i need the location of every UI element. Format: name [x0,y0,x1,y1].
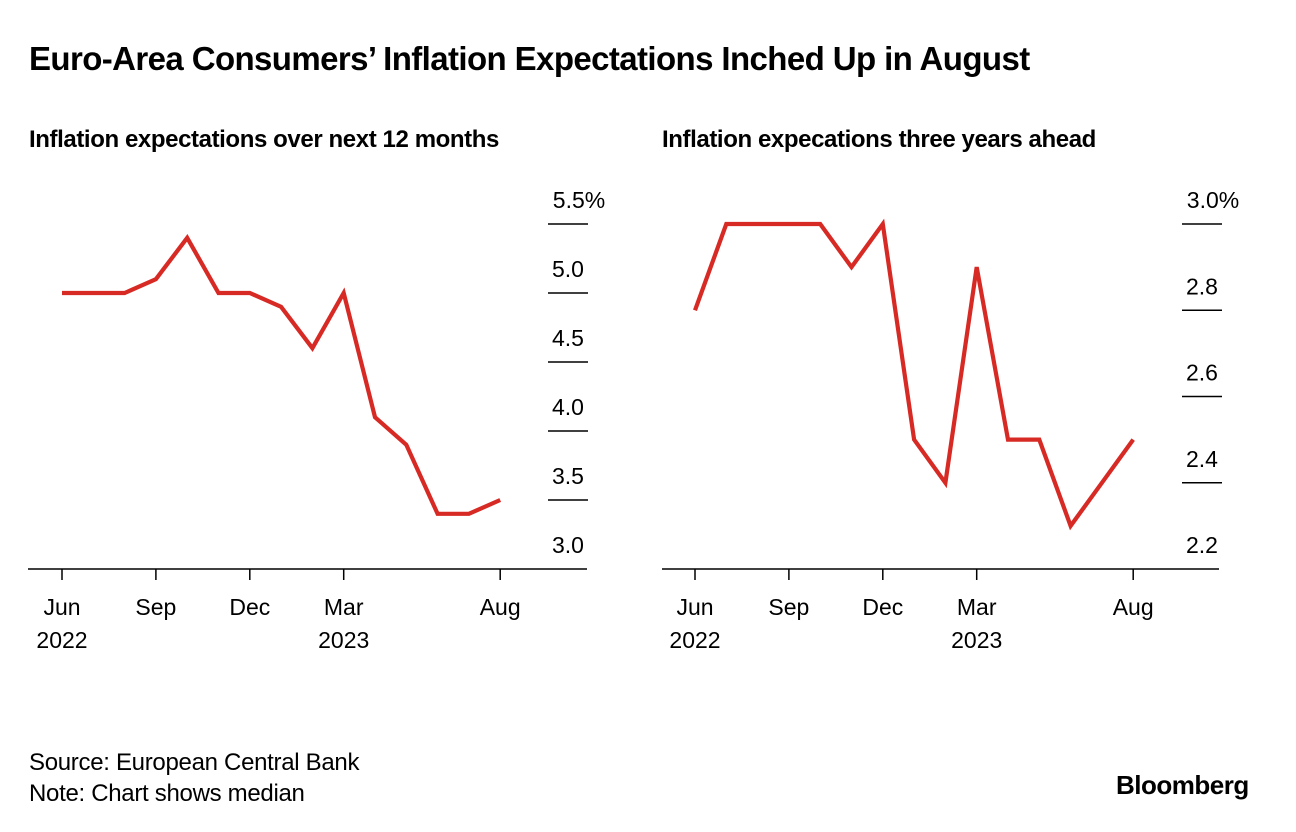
data-point [850,265,854,269]
bloomberg-logo: Bloomberg [1116,770,1249,800]
x-tick-year-label: 2022 [669,627,720,653]
x-tick-label: Aug [1113,594,1154,620]
y-tick-label: 3.0% [1187,187,1239,213]
footer-notes: Source: European Central Bank Note: Char… [29,747,359,809]
x-tick-label: Aug [480,594,521,620]
data-point [1037,438,1041,442]
data-point [912,438,916,442]
y-tick-label: 5.5% [553,187,605,213]
data-point [1069,524,1073,528]
data-point [881,222,885,226]
x-tick-label: Dec [229,594,270,620]
data-point [724,222,728,226]
source-text: Source: European Central Bank [29,749,360,776]
x-tick-label: Sep [768,594,809,620]
y-tick-label: 2.6 [1186,360,1218,386]
y-tick-label: 2.2 [1186,532,1218,558]
y-tick-label: 3.5 [552,463,584,489]
x-tick-year-label: 2023 [951,627,1002,653]
data-point [787,222,791,226]
y-tick-label: 2.4 [1186,446,1218,472]
note-text: Note: Chart shows median [29,780,305,807]
x-tick-label: Mar [957,594,997,620]
data-point [1006,438,1010,442]
chart-title: Euro-Area Consumers’ Inflation Expectati… [29,40,1030,77]
data-point [975,265,979,269]
data-point [1100,481,1104,485]
x-tick-year-label: 2022 [36,627,87,653]
series-line [693,218,1135,531]
x-tick-label: Mar [324,594,364,620]
x-tick-label: Jun [43,594,80,620]
x-tick-label: Jun [676,594,713,620]
y-tick-label: 2.8 [1186,273,1218,299]
left-line-chart: 5.5% 5.0 4.5 4.0 3.5 3.0 Jun 2022 Sep Dec Mar 2023 A… [28,187,605,653]
y-tick-label: 3.0 [552,532,584,558]
right-chart-subtitle: Inflation expecations three years ahead [662,126,1096,153]
x-tick-label: Dec [862,594,903,620]
left-chart-subtitle: Inflation expectations over next 12 mont… [29,126,499,153]
y-tick-label: 5.0 [552,256,584,282]
y-tick-label: 4.0 [552,394,584,420]
data-point [943,481,947,485]
data-point [1131,438,1135,442]
y-tick-label: 4.5 [552,325,584,351]
series-line [62,233,502,516]
x-tick-label: Sep [135,594,176,620]
data-point [693,308,697,312]
data-point [756,222,760,226]
right-line-chart: 3.0% 2.8 2.6 2.4 2.2 Jun 2022 Sep Dec Mar 2023 Aug [662,187,1239,653]
x-tick-year-label: 2023 [318,627,369,653]
data-point [818,222,822,226]
